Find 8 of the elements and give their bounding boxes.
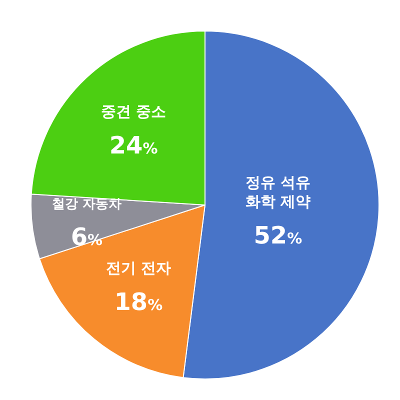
slice-label: 중견 중소: [100, 102, 166, 120]
slice-label: 전기 전자: [106, 258, 172, 277]
slice-label: 철강 자동차: [52, 197, 122, 212]
data-label: 6%: [70, 223, 103, 252]
slice-label: 정유 석유 화학 제약: [245, 174, 311, 211]
data-label: 24%: [109, 131, 158, 160]
data-label: 18%: [114, 288, 163, 316]
data-label: 52%: [254, 222, 302, 250]
